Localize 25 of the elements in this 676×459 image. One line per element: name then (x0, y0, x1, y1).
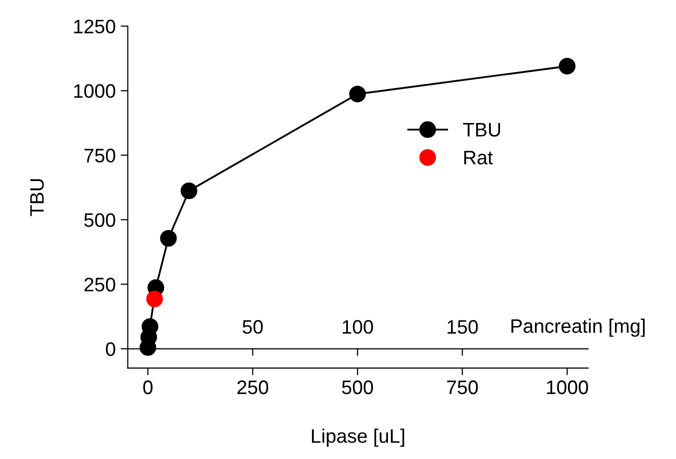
x2-tick-label: 50 (242, 320, 263, 334)
point (146, 290, 163, 308)
y-tick-label: 1250 (74, 20, 116, 34)
point (558, 58, 576, 74)
y-tick-label: 750 (84, 148, 116, 162)
x-tick-label: 250 (237, 380, 268, 394)
y-tick-label: 0 (106, 342, 116, 356)
x2-axis-title: Pancreatin [mg] (511, 318, 645, 337)
point (160, 230, 177, 247)
point (180, 182, 198, 200)
x2-tick-label: 150 (448, 320, 478, 334)
y-tick-label: 250 (84, 278, 116, 292)
point (349, 86, 366, 102)
point (142, 318, 158, 335)
x-tick-label: 500 (342, 380, 373, 394)
y-tick-label: 500 (84, 213, 116, 227)
x-axis-title: Lipase [uL] (312, 428, 404, 447)
x-tick-label: 1000 (547, 380, 588, 394)
legend-label: TBU (463, 123, 500, 137)
x-tick-label: 750 (447, 380, 478, 394)
legend-label: Rat (464, 150, 493, 164)
x2-tick-label: 100 (342, 320, 373, 334)
y-axis-title: TBU (30, 179, 44, 216)
y-tick-label: 1000 (74, 84, 116, 98)
x-tick-label: 0 (143, 380, 153, 394)
